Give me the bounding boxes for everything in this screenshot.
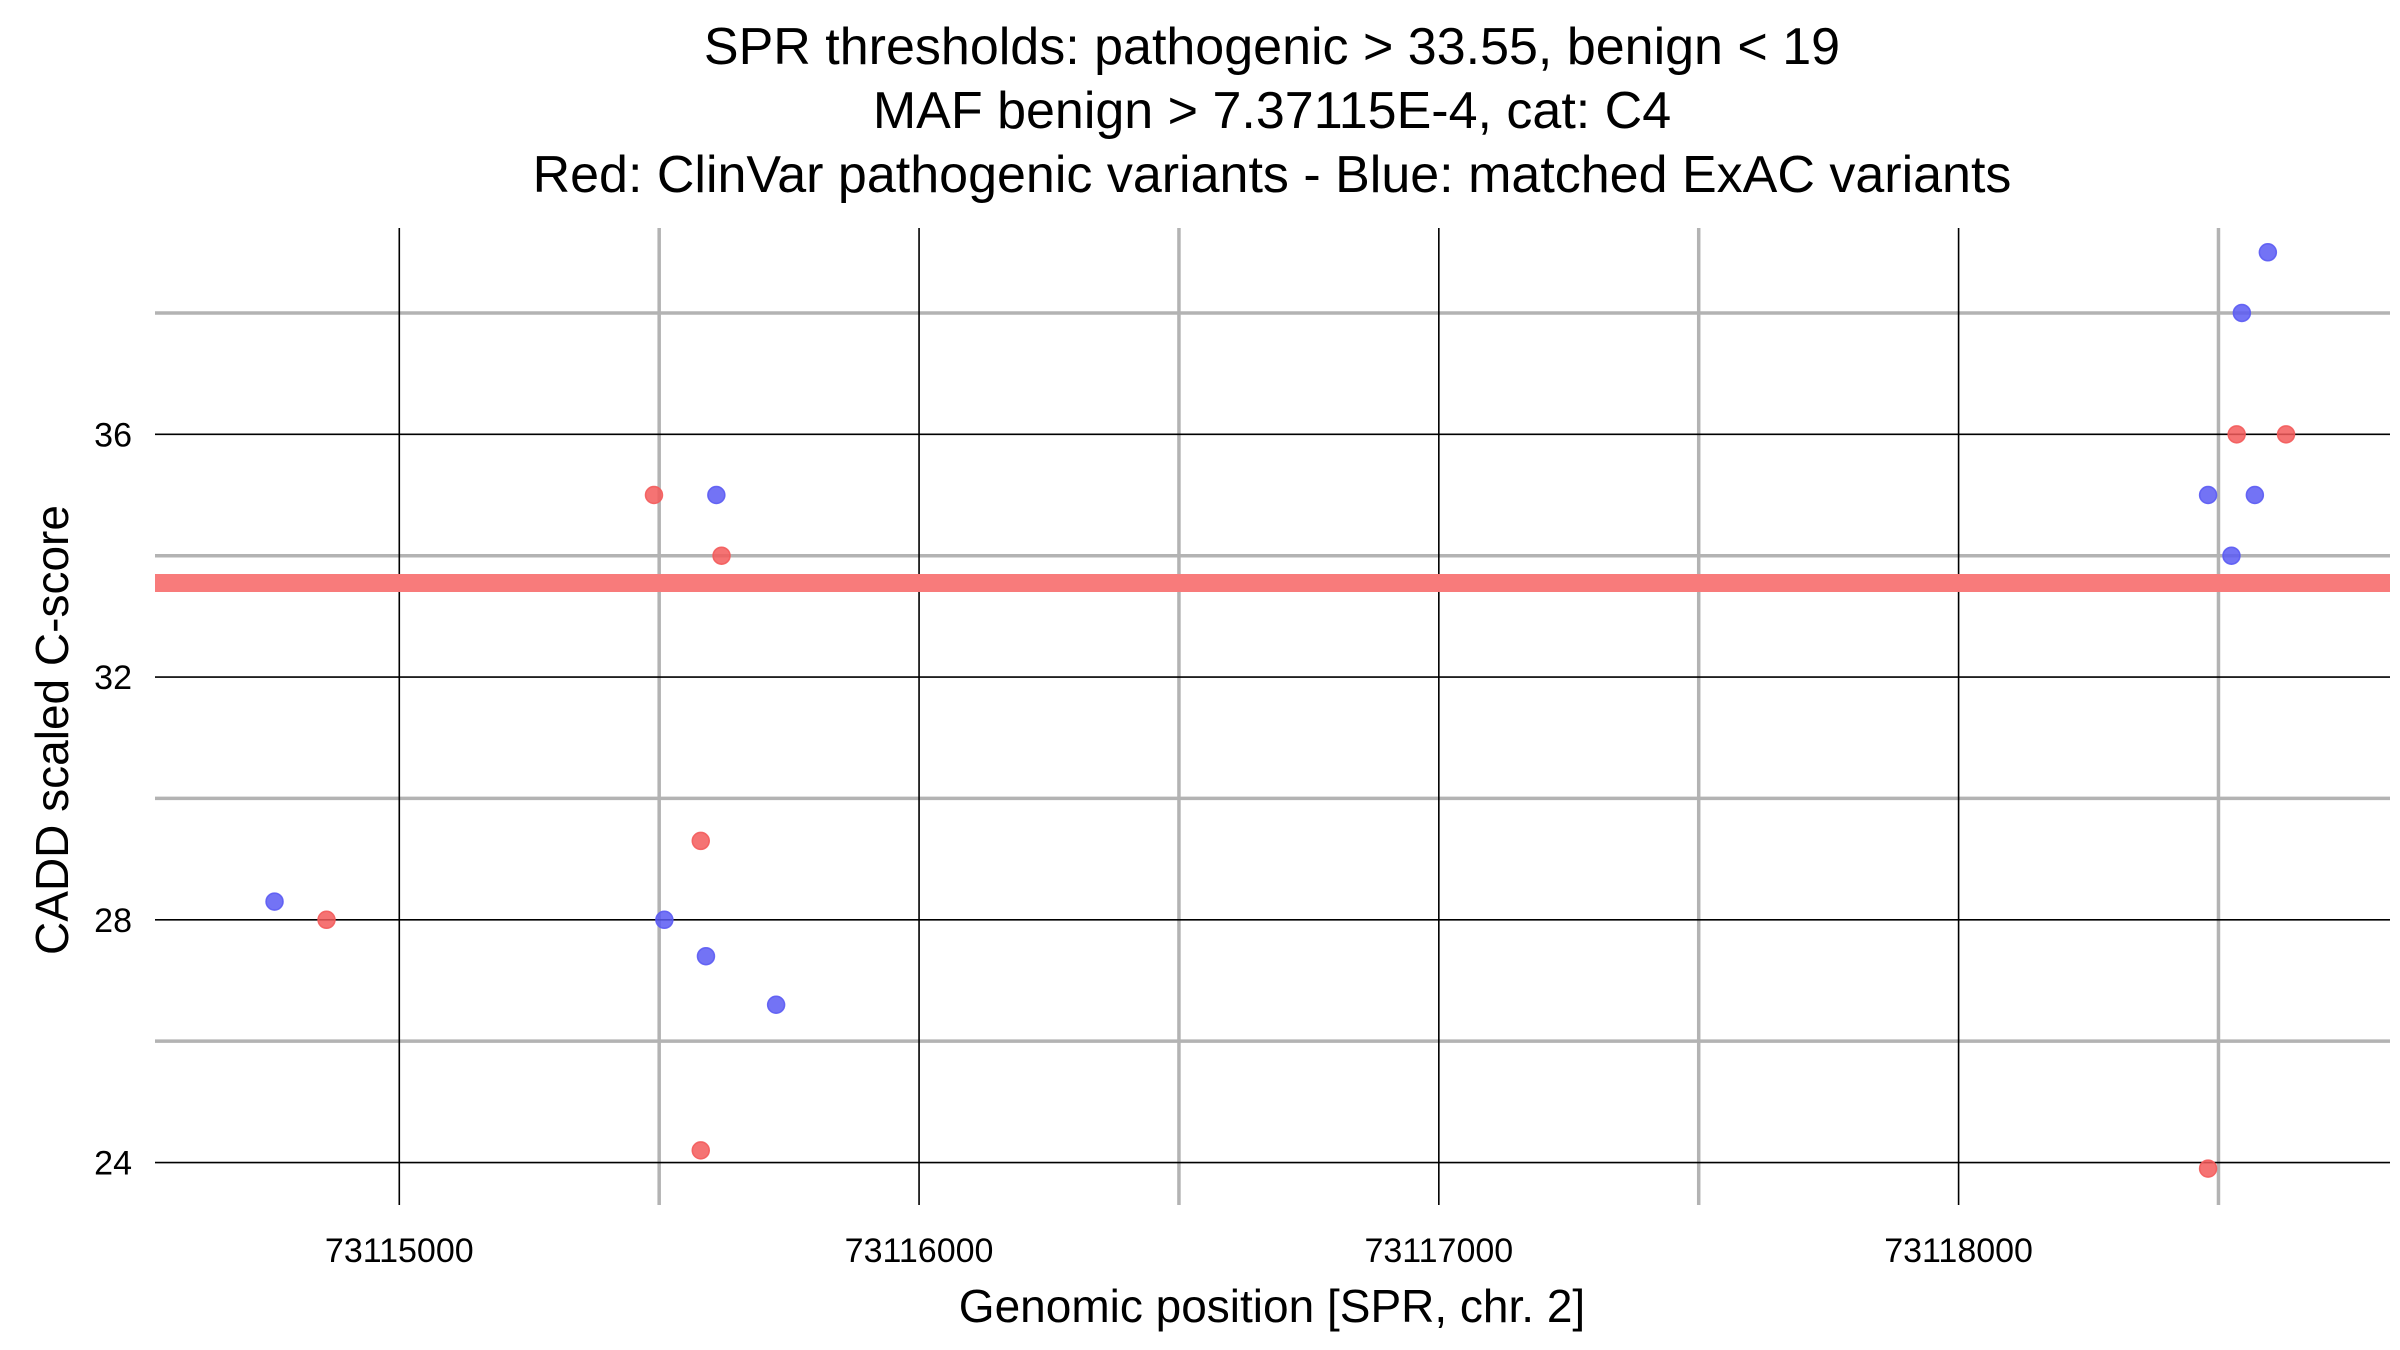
exac-matched-point — [2232, 303, 2252, 323]
x-tick-label: 73116000 — [845, 1232, 994, 1270]
exac-matched-point — [265, 892, 284, 911]
y-tick-label: 24 — [94, 1145, 132, 1183]
exac-matched-point — [2198, 485, 2218, 505]
x-tick-label: 73115000 — [325, 1232, 474, 1270]
x-axis-tick-labels: 73115000 73116000 73117000 73118000 — [325, 1232, 2033, 1270]
exac-matched-point — [766, 995, 786, 1014]
chart-title-line-2: MAF benign > 7.37115E-4, cat: C4 — [873, 82, 1671, 140]
clinvar-pathogenic-point — [2227, 425, 2246, 444]
y-tick-label: 36 — [94, 416, 132, 454]
exac-matched-point — [707, 485, 726, 505]
exac-matched-point — [655, 910, 674, 930]
clinvar-pathogenic-point — [691, 831, 711, 851]
chart-title-line-1: SPR thresholds: pathogenic > 33.55, beni… — [704, 18, 1840, 76]
chart-title-line-3: Red: ClinVar pathogenic variants - Blue:… — [533, 146, 2012, 204]
clinvar-pathogenic-point — [2276, 425, 2296, 444]
exac-matched-point — [2258, 243, 2278, 262]
data-points — [265, 243, 2296, 1178]
y-axis-title: CADD scaled C-score — [26, 505, 78, 955]
clinvar-pathogenic-point — [644, 485, 664, 505]
clinvar-pathogenic-point — [712, 546, 731, 565]
y-tick-label: 32 — [94, 659, 132, 697]
y-axis-tick-labels: 24 28 32 36 — [94, 416, 132, 1182]
clinvar-pathogenic-point — [2198, 1159, 2218, 1178]
minor-gridlines — [155, 228, 2390, 1205]
x-tick-label: 73117000 — [1364, 1232, 1513, 1270]
x-axis-title: Genomic position [SPR, chr. 2] — [959, 1280, 1585, 1332]
exac-matched-point — [696, 946, 716, 966]
chart-title: SPR thresholds: pathogenic > 33.55, beni… — [533, 18, 2012, 204]
exac-matched-point — [2222, 546, 2241, 565]
clinvar-pathogenic-point — [691, 1141, 711, 1160]
y-tick-label: 28 — [94, 902, 132, 940]
major-gridlines — [155, 228, 2390, 1205]
x-tick-label: 73118000 — [1884, 1232, 2033, 1270]
clinvar-pathogenic-point — [317, 910, 336, 930]
exac-matched-point — [2245, 485, 2265, 505]
